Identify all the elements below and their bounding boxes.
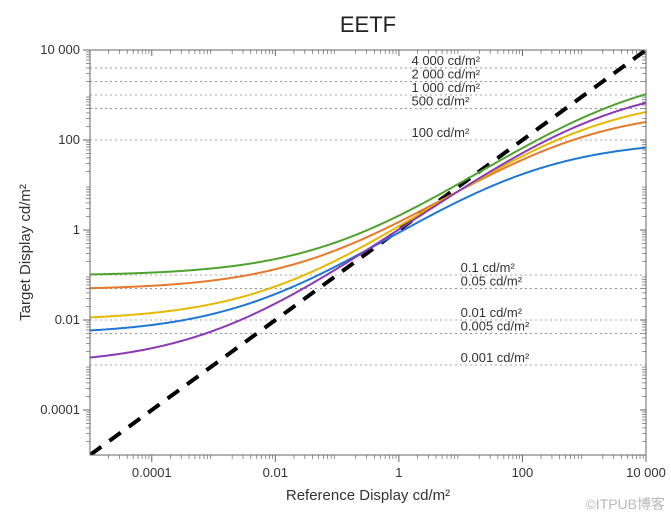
level-label: 500 cd/m² xyxy=(411,94,469,109)
level-label: 0.001 cd/m² xyxy=(461,350,530,365)
level-label: 0.05 cd/m² xyxy=(461,274,523,289)
x-tick-label: 0.0001 xyxy=(132,465,172,480)
x-tick-label: 0.01 xyxy=(263,465,288,480)
y-axis-label: Target Display cd/m² xyxy=(17,184,34,321)
watermark: ©ITPUB博客 xyxy=(585,496,665,512)
y-tick-label: 0.01 xyxy=(55,312,80,327)
x-tick-label: 10 000 xyxy=(626,465,666,480)
y-tick-label: 100 xyxy=(58,132,80,147)
y-tick-label: 0.0001 xyxy=(40,402,80,417)
x-tick-label: 1 xyxy=(395,465,402,480)
x-axis-label: Reference Display cd/m² xyxy=(286,487,450,504)
eetf-chart: 0.0001 0.01 1 100 10 000 0.0001 0.01 1 100 10 000… xyxy=(0,0,671,515)
x-tick-label: 100 xyxy=(512,465,534,480)
level-label: 0.005 cd/m² xyxy=(461,319,530,334)
y-tick-label: 1 xyxy=(73,222,80,237)
y-tick-label: 10 000 xyxy=(40,42,80,57)
chart-title: EETF xyxy=(340,12,396,37)
level-label: 100 cd/m² xyxy=(411,125,469,140)
